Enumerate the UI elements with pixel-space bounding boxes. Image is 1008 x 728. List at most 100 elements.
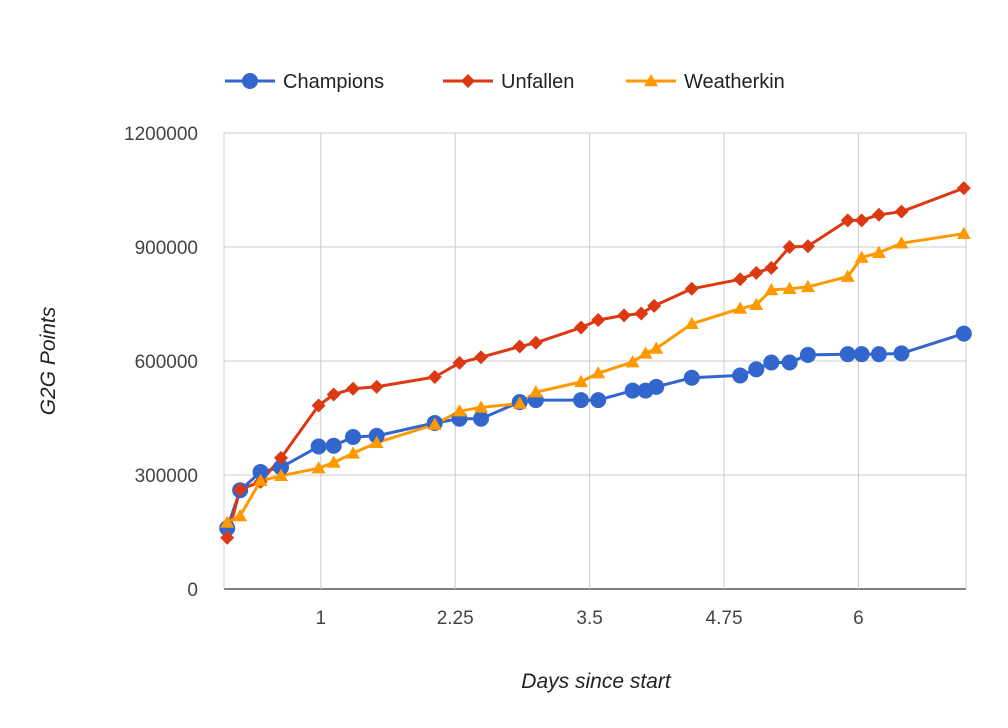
- data-point-unfallen: [512, 339, 527, 354]
- y-tick-label: 1200000: [124, 124, 198, 145]
- data-point-champions: [345, 429, 362, 445]
- series-points-weatherkin: [220, 226, 971, 528]
- data-point-weatherkin: [733, 301, 748, 314]
- data-point-weatherkin: [220, 515, 235, 528]
- y-tick-label: 600000: [135, 352, 198, 373]
- data-point-unfallen: [427, 369, 442, 384]
- data-point-weatherkin: [369, 435, 384, 448]
- x-tick-label: 3.5: [576, 608, 602, 629]
- data-point-weatherkin: [326, 455, 341, 468]
- data-point-weatherkin: [474, 400, 489, 413]
- x-tick-label: 6: [853, 608, 864, 629]
- data-point-unfallen: [233, 482, 248, 497]
- data-point-weatherkin: [346, 446, 361, 459]
- data-point-unfallen: [733, 272, 748, 287]
- legend-item-champions: Champions: [225, 71, 384, 93]
- data-point-champions: [252, 463, 269, 480]
- y-tick-label: 300000: [135, 466, 198, 487]
- data-point-weatherkin: [452, 404, 467, 417]
- data-point-unfallen: [764, 260, 779, 275]
- data-point-weatherkin: [749, 297, 764, 311]
- data-point-unfallen: [956, 181, 971, 196]
- data-point-weatherkin: [638, 346, 653, 359]
- data-point-weatherkin: [800, 279, 815, 293]
- data-point-champions: [325, 437, 342, 454]
- data-point-weatherkin: [512, 396, 527, 409]
- data-point-champions: [763, 354, 780, 371]
- data-point-champions: [573, 392, 590, 409]
- data-point-champions: [839, 346, 856, 363]
- data-point-champions: [955, 325, 972, 342]
- legend-label: Unfallen: [501, 71, 574, 93]
- data-point-champions: [748, 361, 765, 378]
- data-point-unfallen: [528, 335, 543, 350]
- data-point-unfallen: [220, 530, 235, 545]
- data-point-unfallen: [574, 320, 589, 335]
- data-point-unfallen: [369, 379, 384, 394]
- data-point-weatherkin: [782, 281, 797, 295]
- data-point-weatherkin: [854, 250, 869, 263]
- legend-swatch-marker: [644, 74, 658, 87]
- data-point-weatherkin: [273, 468, 288, 482]
- legend-swatch-marker: [461, 74, 475, 88]
- data-point-champions: [781, 354, 798, 371]
- data-point-champions: [853, 346, 870, 363]
- data-point-weatherkin: [591, 366, 606, 379]
- legend-label: Champions: [283, 71, 384, 93]
- x-axis-title: Days since start: [521, 670, 672, 693]
- y-axis-title: G2G Points: [37, 306, 60, 415]
- axis-tick-labels: 0 300000 600000 900000 1200000 1 2.25 3.5 4.75 6: [124, 124, 864, 629]
- data-point-champions: [893, 345, 910, 362]
- data-point-champions: [624, 382, 641, 399]
- data-point-champions: [648, 378, 665, 395]
- data-point-weatherkin: [956, 226, 971, 239]
- x-tick-label: 2.25: [437, 608, 474, 629]
- series-line-champions: [225, 332, 965, 529]
- legend-item-weatherkin: Weatherkin: [626, 71, 785, 93]
- series-points-unfallen: [220, 181, 971, 545]
- grid: [223, 132, 967, 590]
- data-point-unfallen: [311, 398, 326, 413]
- data-point-champions: [799, 346, 816, 363]
- legend-swatch-marker: [242, 73, 258, 89]
- data-point-unfallen: [647, 298, 662, 313]
- data-point-unfallen: [346, 381, 361, 396]
- data-point-unfallen: [634, 306, 649, 321]
- data-point-champions: [473, 410, 490, 427]
- data-point-unfallen: [782, 240, 797, 254]
- data-point-champions: [732, 367, 749, 384]
- legend: Champions Unfallen Weatherkin: [225, 71, 785, 93]
- data-point-weatherkin: [684, 316, 699, 330]
- data-point-unfallen: [840, 213, 855, 228]
- data-point-weatherkin: [764, 282, 779, 296]
- data-point-unfallen: [684, 281, 699, 296]
- data-point-weatherkin: [840, 269, 855, 282]
- data-point-weatherkin: [649, 341, 664, 354]
- data-point-weatherkin: [233, 509, 248, 522]
- data-point-champions: [683, 369, 700, 386]
- data-point-weatherkin: [253, 473, 268, 486]
- data-point-unfallen: [854, 213, 869, 228]
- series-layer: [219, 181, 972, 545]
- data-point-weatherkin: [871, 245, 886, 258]
- data-point-unfallen: [749, 265, 764, 280]
- data-point-weatherkin: [427, 417, 442, 430]
- data-point-weatherkin: [311, 461, 326, 474]
- data-point-unfallen: [326, 387, 341, 402]
- data-point-weatherkin: [894, 236, 909, 249]
- data-point-unfallen: [452, 355, 467, 370]
- data-point-unfallen: [591, 312, 606, 327]
- data-point-weatherkin: [625, 355, 640, 368]
- data-point-champions: [590, 392, 607, 409]
- data-point-unfallen: [273, 450, 288, 465]
- data-point-unfallen: [617, 308, 632, 323]
- legend-item-unfallen: Unfallen: [443, 71, 574, 93]
- data-point-weatherkin: [574, 374, 589, 388]
- x-tick-label: 4.75: [706, 608, 743, 629]
- data-point-champions: [310, 438, 327, 455]
- legend-label: Weatherkin: [684, 71, 785, 93]
- data-point-champions: [870, 346, 887, 363]
- y-tick-label: 0: [187, 580, 198, 601]
- series-line-unfallen: [225, 186, 965, 539]
